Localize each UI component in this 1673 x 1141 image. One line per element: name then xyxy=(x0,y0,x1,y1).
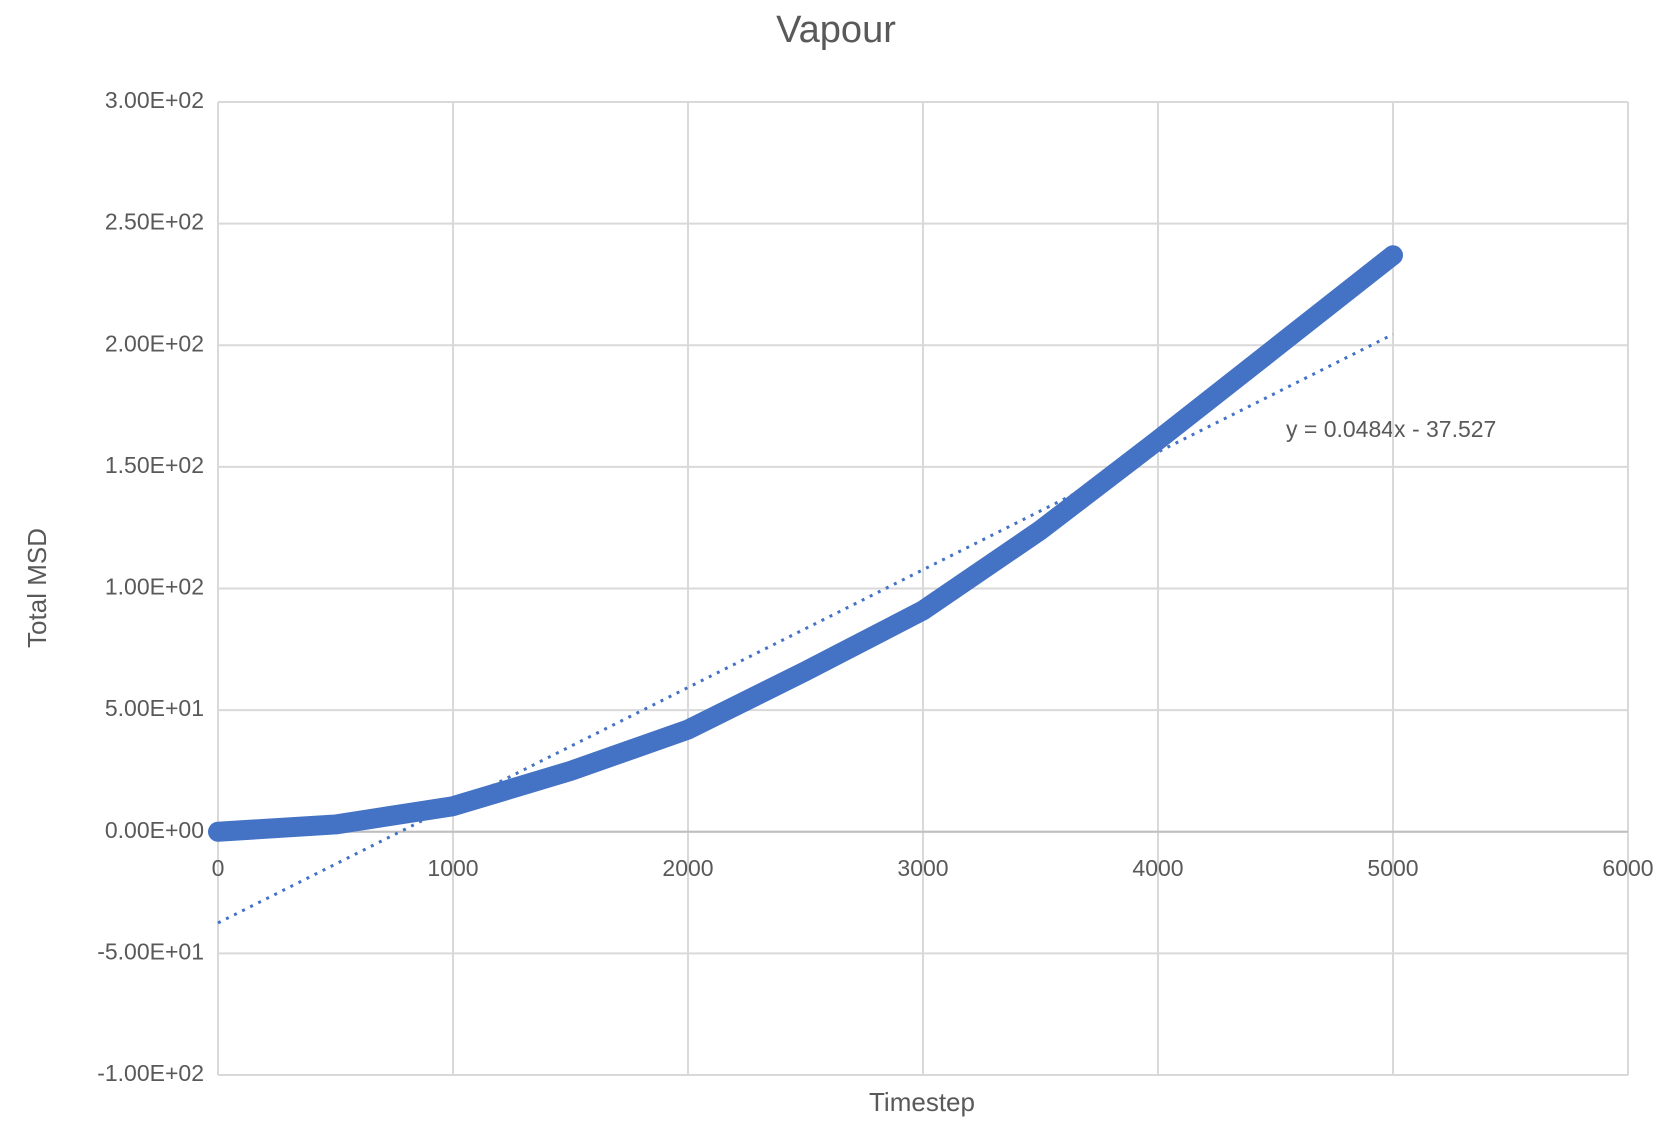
x-tick-label: 1000 xyxy=(427,855,478,881)
data-line xyxy=(208,245,1403,842)
y-tick-label: 1.50E+02 xyxy=(105,452,204,478)
y-tick-label: 5.00E+01 xyxy=(105,695,204,721)
chart-title: Vapour xyxy=(776,9,896,51)
x-tick-label: 2000 xyxy=(662,855,713,881)
x-tick-label: 0 xyxy=(212,855,225,881)
y-tick-label: -1.00E+02 xyxy=(97,1060,204,1086)
trendline xyxy=(217,332,1394,925)
x-tick-label: 4000 xyxy=(1132,855,1183,881)
trendline-equation: y = 0.0484x - 37.527 xyxy=(1286,416,1496,442)
x-axis-label: Timestep xyxy=(869,1087,975,1117)
y-tick-label: 3.00E+02 xyxy=(105,87,204,113)
y-axis-label: Total MSD xyxy=(22,528,52,648)
y-tick-label: -5.00E+01 xyxy=(97,938,204,964)
y-tick-label: 1.00E+02 xyxy=(105,574,204,600)
grid xyxy=(217,101,1629,1076)
y-tick-label: 2.00E+02 xyxy=(105,330,204,356)
y-tick-label: 0.00E+00 xyxy=(105,817,204,843)
x-tick-label: 6000 xyxy=(1602,855,1653,881)
x-tick-label: 5000 xyxy=(1367,855,1418,881)
x-tick-label: 3000 xyxy=(897,855,948,881)
y-tick-label: 2.50E+02 xyxy=(105,209,204,235)
